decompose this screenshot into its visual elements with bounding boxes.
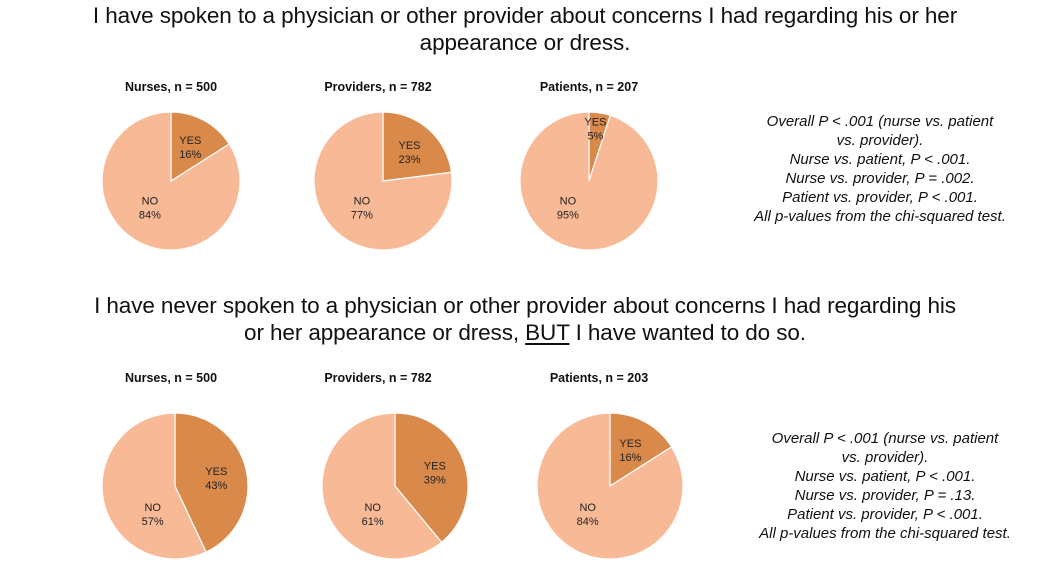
slice-label-no: NO (560, 196, 577, 208)
statistics-block-1: Overall P < .001 (nurse vs. patient vs. … (710, 112, 1050, 226)
stats-1-line-2: vs. provider). (836, 132, 924, 149)
slice-value-no: 57% (142, 516, 164, 528)
slice-value-yes: 5% (587, 131, 603, 143)
stats-1-line-5: Patient vs. provider, P < .001. (782, 189, 978, 206)
slice-label-no: NO (579, 502, 596, 514)
pie-slice-no (313, 111, 453, 251)
statistics-block-2: Overall P < .001 (nurse vs. patient vs. … (715, 429, 1050, 543)
pie-slice-no (536, 412, 684, 560)
slice-label-no: NO (354, 196, 371, 208)
chart-title-nurses-1: Nurses, n = 500 (124, 80, 218, 94)
slice-label-no: NO (144, 502, 161, 514)
pie-chart-nurses-1: YES 16% NO 84% (101, 111, 241, 251)
slice-label-yes: YES (179, 135, 201, 147)
pie-chart-patients-1: YES 5% NO 95% (519, 111, 659, 251)
pie-chart-patients-2: YES 16% NO 84% (536, 412, 684, 560)
question-2-line-2-end: I have wanted to do so. (569, 320, 806, 345)
slice-label-yes: YES (619, 438, 641, 450)
pie-slice-no (519, 111, 659, 251)
slice-value-yes: 43% (205, 480, 227, 492)
pie-slice-yes (394, 412, 469, 544)
stats-2-line-3: Nurse vs. patient, P < .001. (794, 468, 976, 485)
slice-label-no: NO (364, 502, 381, 514)
slice-value-yes: 16% (619, 452, 641, 464)
chart-title-providers-1: Providers, n = 782 (324, 80, 432, 94)
slice-label-yes: YES (424, 461, 446, 473)
stats-1-line-4: Nurse vs. provider, P = .002. (785, 170, 975, 187)
pie-slice-no (101, 412, 207, 560)
pie-slice-yes (382, 111, 453, 182)
slice-value-yes: 39% (424, 475, 446, 487)
slice-value-no: 77% (351, 210, 373, 222)
pie-chart-nurses-2: YES 43% NO 57% (101, 412, 249, 560)
pie-chart-providers-2: YES 39% NO 61% (321, 412, 469, 560)
stats-1-line-6: All p-values from the chi-squared test. (754, 208, 1006, 225)
slice-value-yes: 16% (179, 149, 201, 161)
pie-slice-yes (170, 111, 231, 183)
slice-value-no: 61% (362, 516, 384, 528)
stats-2-line-6: All p-values from the chi-squared test. (759, 525, 1011, 542)
stats-1-line-3: Nurse vs. patient, P < .001. (789, 151, 971, 168)
slice-value-no: 95% (557, 210, 579, 222)
slice-label-no: NO (142, 196, 159, 208)
slice-label-yes: YES (205, 466, 227, 478)
chart-title-patients-1: Patients, n = 207 (539, 80, 639, 94)
question-1: I have spoken to a physician or other pr… (0, 2, 1050, 56)
slice-value-no: 84% (577, 516, 599, 528)
stats-2-line-1: Overall P < .001 (nurse vs. patient (771, 430, 999, 447)
question-2-line-1: I have never spoken to a physician or ot… (94, 293, 956, 318)
pie-chart-providers-1: YES 23% NO 77% (313, 111, 453, 251)
question-2: I have never spoken to a physician or ot… (0, 292, 1050, 346)
question-1-line-2: appearance or dress. (419, 30, 631, 55)
chart-title-providers-2: Providers, n = 782 (324, 371, 432, 385)
stats-2-line-4: Nurse vs. provider, P = .13. (794, 487, 976, 504)
pie-slice-yes (609, 412, 673, 488)
pie-slice-yes (174, 412, 249, 553)
question-2-underlined-word: BUT (525, 320, 570, 345)
stats-1-line-1: Overall P < .001 (nurse vs. patient (766, 113, 994, 130)
chart-title-nurses-2: Nurses, n = 500 (124, 371, 218, 385)
stats-2-line-5: Patient vs. provider, P < .001. (787, 506, 983, 523)
question-2-line-2: or her appearance or dress, BUT I have w… (0, 319, 1050, 346)
question-2-line-2-start: or her appearance or dress, (244, 320, 526, 345)
slice-label-yes: YES (398, 140, 420, 152)
question-1-line-1: I have spoken to a physician or other pr… (92, 3, 958, 28)
slice-value-no: 84% (139, 210, 161, 222)
chart-title-patients-2: Patients, n = 203 (549, 371, 649, 385)
slice-label-yes: YES (584, 117, 606, 129)
pie-slice-no (321, 412, 443, 560)
stats-2-line-2: vs. provider). (841, 449, 929, 466)
pie-slice-no (101, 111, 241, 251)
slice-value-yes: 23% (398, 154, 420, 166)
